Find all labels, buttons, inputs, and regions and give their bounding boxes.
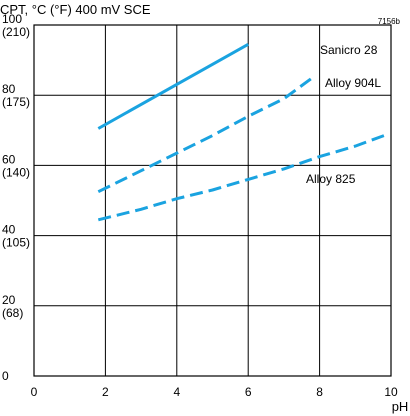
plot-frame bbox=[33, 24, 392, 377]
series-line-sanicro-28 bbox=[97, 42, 249, 130]
y-tick-label-f-60: (140) bbox=[2, 165, 30, 179]
x-axis-ticks: 0 2 4 6 8 10 bbox=[31, 385, 398, 399]
y-axis-ticks: 0 20(68) 40(105) 60(140) 80(175) 100(210) bbox=[2, 12, 30, 383]
y-tick-label-f-20: (68) bbox=[2, 306, 23, 320]
series-lines bbox=[97, 42, 385, 222]
series-labels: Sanicro 28 Alloy 904L Alloy 825 bbox=[306, 43, 381, 186]
x-tick-label-0: 0 bbox=[31, 385, 38, 399]
y-tick-label-f-100: (210) bbox=[2, 25, 30, 39]
y-tick-label-40: 40 bbox=[2, 223, 16, 237]
chart-title: CPT, °C (°F) 400 mV SCE bbox=[0, 2, 151, 17]
figure-id: 7156b bbox=[378, 17, 401, 26]
y-tick-label-20: 20 bbox=[2, 293, 16, 307]
x-tick-label-4: 4 bbox=[173, 385, 180, 399]
x-tick-label-6: 6 bbox=[245, 385, 252, 399]
plot-border bbox=[33, 24, 392, 377]
grid-lines bbox=[34, 25, 391, 376]
y-tick-label-60: 60 bbox=[2, 152, 16, 166]
y-tick-label-80: 80 bbox=[2, 82, 16, 96]
y-tick-label-0: 0 bbox=[2, 369, 9, 383]
y-tick-label-f-40: (105) bbox=[2, 236, 30, 250]
series-label-alloy-825: Alloy 825 bbox=[306, 172, 356, 186]
y-tick-label-f-80: (175) bbox=[2, 95, 30, 109]
series-label-alloy-904l: Alloy 904L bbox=[325, 76, 381, 90]
series-line-alloy-904l bbox=[97, 76, 314, 194]
x-tick-label-2: 2 bbox=[102, 385, 109, 399]
x-tick-label-8: 8 bbox=[316, 385, 323, 399]
series-label-sanicro-28: Sanicro 28 bbox=[320, 43, 378, 57]
x-tick-label-10: 10 bbox=[384, 385, 398, 399]
y-tick-label-100: 100 bbox=[2, 12, 22, 26]
x-axis-label: pH bbox=[392, 399, 409, 414]
series-line-alloy-825 bbox=[97, 134, 385, 222]
